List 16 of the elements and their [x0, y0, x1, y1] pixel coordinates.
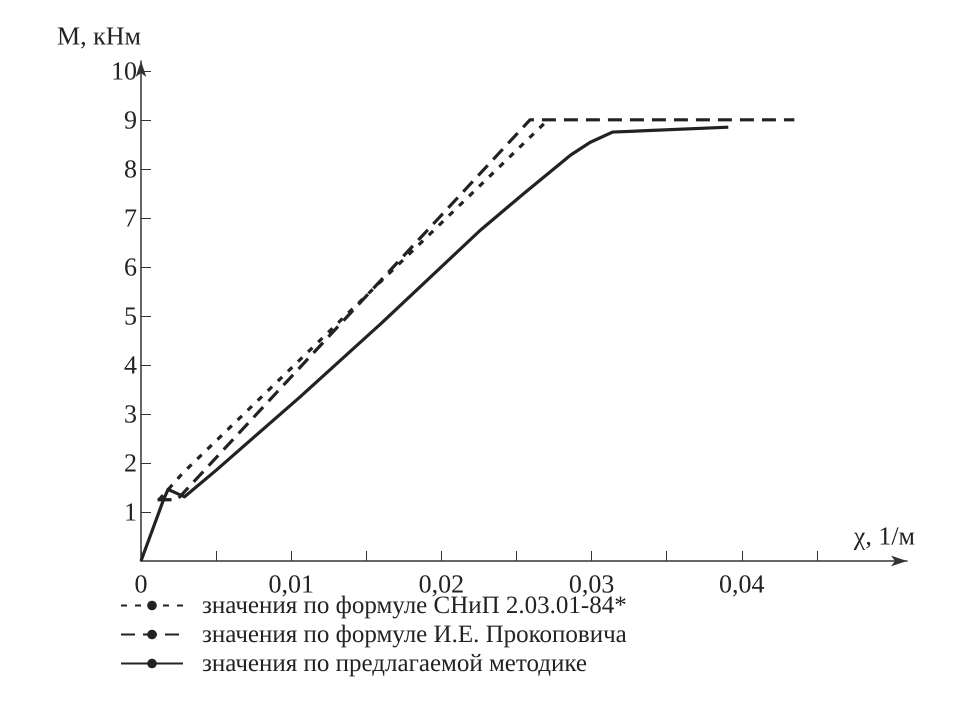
y-tick-label: 1: [124, 497, 137, 526]
y-tick-label: 7: [124, 203, 137, 232]
y-axis-title: M, кНм: [57, 22, 141, 50]
y-tick-label: 6: [124, 252, 137, 282]
y-tick-label: 8: [124, 154, 137, 184]
x-tick-label: 0: [134, 570, 148, 598]
y-tick-label: 3: [124, 399, 137, 428]
x-tick-label: 0,04: [719, 570, 765, 598]
legend-label: значения по предлагаемой методике: [202, 650, 587, 677]
y-tick-label: 10: [111, 56, 137, 86]
x-axis-title: χ, 1/м: [852, 522, 915, 550]
y-tick-label: 5: [124, 301, 137, 330]
y-tick-label: 2: [124, 448, 137, 478]
y-tick-label: 4: [124, 350, 137, 380]
legend-label: значения по формуле И.Е. Прокоповича: [202, 621, 627, 648]
y-tick-label: 9: [124, 105, 137, 134]
